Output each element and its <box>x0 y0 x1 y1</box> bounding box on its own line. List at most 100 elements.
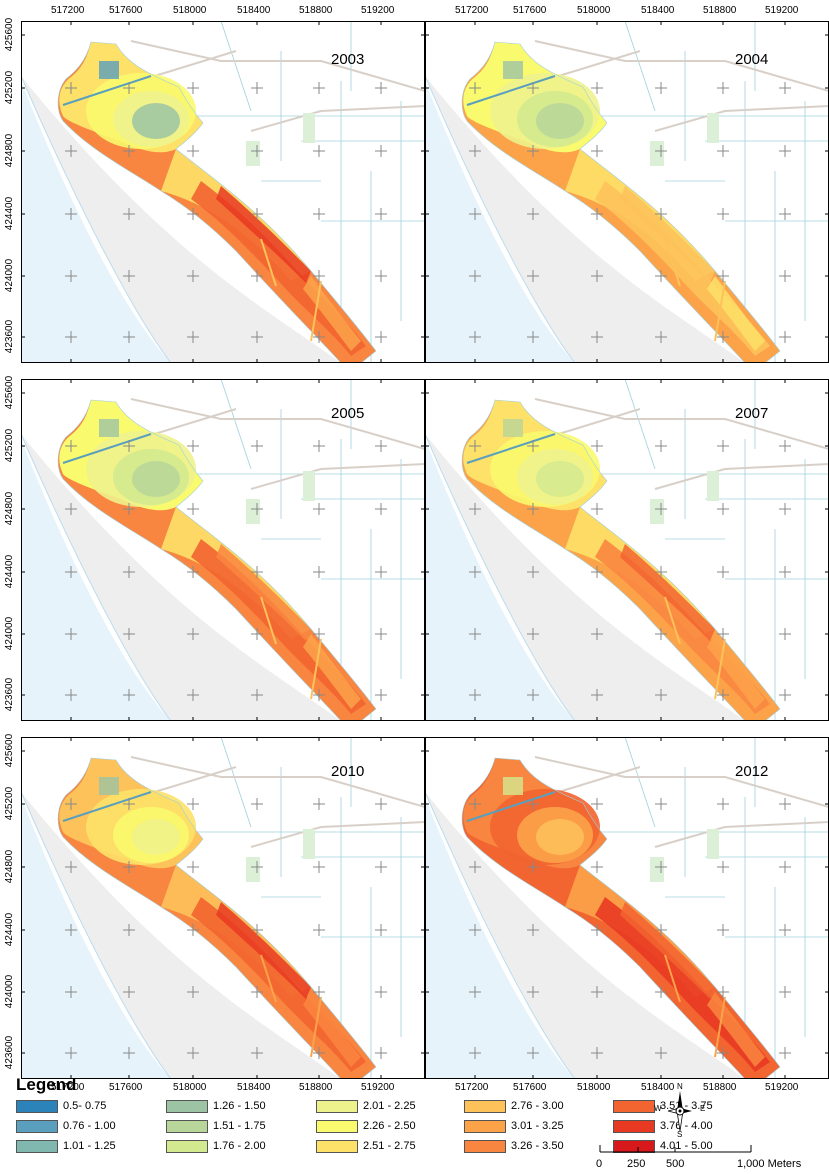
y-tick-label: 424400 <box>4 912 16 947</box>
y-tick-label: 425200 <box>4 786 16 821</box>
legend-item: 3.76 - 4.00 <box>613 1118 713 1134</box>
y-tick-label: 423600 <box>4 319 16 354</box>
legend-item: 1.26 - 1.50 <box>166 1098 266 1114</box>
compass-n: N <box>677 1082 683 1091</box>
x-tick-label: 517200 <box>51 5 85 16</box>
x-tick-label: 518000 <box>577 1082 611 1093</box>
map-panel: 2007 <box>425 379 829 721</box>
legend-label: 3.01 - 3.25 <box>511 1120 564 1132</box>
map-canvas <box>425 379 829 721</box>
map-canvas <box>21 21 425 363</box>
legend-item: 4.01 - 5.00 <box>613 1138 713 1154</box>
legend-label: 2.26 - 2.50 <box>363 1120 416 1132</box>
map-canvas <box>21 379 425 721</box>
legend-label: 0.76 - 1.00 <box>63 1120 116 1132</box>
x-tick-label: 518400 <box>237 5 271 16</box>
panel-year-label: 2012 <box>735 763 769 780</box>
legend-swatch <box>166 1119 208 1133</box>
legend-swatch <box>16 1139 58 1153</box>
y-tick-label: 423600 <box>4 1035 16 1070</box>
legend-label: 1.51 - 1.75 <box>213 1120 266 1132</box>
x-tick-label: 518800 <box>703 1082 737 1093</box>
legend-item: 3.51 - 3.75 <box>613 1098 713 1114</box>
panel-year-label: 2003 <box>331 51 365 68</box>
legend-item: 0.76 - 1.00 <box>16 1118 116 1134</box>
legend-swatch <box>464 1119 506 1133</box>
x-tick-label: 518400 <box>641 5 675 16</box>
legend-label: 1.01 - 1.25 <box>63 1140 116 1152</box>
y-tick-label: 424800 <box>4 849 16 884</box>
x-tick-label: 519200 <box>361 1082 395 1093</box>
x-tick-label: 517200 <box>455 5 489 16</box>
legend-label: 2.51 - 2.75 <box>363 1140 416 1152</box>
x-tick-label: 518000 <box>173 1082 207 1093</box>
legend-label: 4.01 - 5.00 <box>660 1140 713 1152</box>
legend-item: 2.76 - 3.00 <box>464 1098 564 1114</box>
legend-label: 3.76 - 4.00 <box>660 1120 713 1132</box>
legend-label: 1.76 - 2.00 <box>213 1140 266 1152</box>
legend-swatch <box>613 1119 655 1133</box>
x-tick-label: 517200 <box>455 1082 489 1093</box>
x-tick-label: 517600 <box>513 1082 547 1093</box>
x-tick-label: 517200 <box>51 1082 85 1093</box>
legend-label: 2.01 - 2.25 <box>363 1100 416 1112</box>
legend-swatch <box>166 1099 208 1113</box>
panel-year-label: 2010 <box>331 763 365 780</box>
legend-item: 0.5- 0.75 <box>16 1098 106 1114</box>
panel-year-label: 2004 <box>735 51 769 68</box>
panel-year-label: 2007 <box>735 405 769 422</box>
legend-item: 3.26 - 3.50 <box>464 1138 564 1154</box>
legend-swatch <box>316 1119 358 1133</box>
y-tick-label: 425600 <box>4 375 16 410</box>
panel-year-label: 2005 <box>331 405 365 422</box>
legend-item: 2.26 - 2.50 <box>316 1118 416 1134</box>
legend-swatch <box>613 1099 655 1113</box>
legend-swatch <box>166 1139 208 1153</box>
map-panel: 2012 <box>425 737 829 1079</box>
legend-item: 1.01 - 1.25 <box>16 1138 116 1154</box>
legend-item: 1.51 - 1.75 <box>166 1118 266 1134</box>
legend-swatch <box>464 1099 506 1113</box>
y-tick-label: 424800 <box>4 491 16 526</box>
legend-item: 1.76 - 2.00 <box>166 1138 266 1154</box>
scale-500: 500 <box>666 1158 685 1170</box>
legend-label: 1.26 - 1.50 <box>213 1100 266 1112</box>
y-tick-label: 424400 <box>4 196 16 231</box>
y-tick-label: 425200 <box>4 70 16 105</box>
y-tick-label: 424400 <box>4 554 16 589</box>
x-tick-label: 518400 <box>237 1082 271 1093</box>
map-panel: 2010 <box>21 737 425 1079</box>
legend-label: 0.5- 0.75 <box>63 1100 107 1112</box>
y-tick-label: 425600 <box>4 17 16 52</box>
legend-label: 3.51 - 3.75 <box>660 1100 713 1112</box>
legend-swatch <box>316 1139 358 1153</box>
x-tick-label: 517600 <box>513 5 547 16</box>
x-tick-label: 519200 <box>361 5 395 16</box>
y-tick-label: 423600 <box>4 677 16 712</box>
map-canvas <box>425 21 829 363</box>
map-panel: 2003 <box>21 21 425 363</box>
x-tick-label: 518800 <box>299 1082 333 1093</box>
x-tick-label: 518400 <box>641 1082 675 1093</box>
map-panel: 2005 <box>21 379 425 721</box>
compass-w: W <box>654 1104 662 1113</box>
map-canvas <box>21 737 425 1079</box>
y-tick-label: 424000 <box>4 616 16 651</box>
legend-label: 2.76 - 3.00 <box>511 1100 564 1112</box>
scale-bar <box>598 1141 758 1153</box>
legend-swatch <box>464 1139 506 1153</box>
y-tick-label: 424000 <box>4 258 16 293</box>
x-tick-label: 519200 <box>765 1082 799 1093</box>
scale-1000: 1,000 Meters <box>737 1158 802 1170</box>
scale-0: 0 <box>596 1158 603 1170</box>
x-tick-label: 517600 <box>109 5 143 16</box>
legend-item: 3.01 - 3.25 <box>464 1118 564 1134</box>
map-panel: 2004 <box>425 21 829 363</box>
x-tick-label: 518000 <box>173 5 207 16</box>
legend-swatch <box>16 1119 58 1133</box>
legend-item: 2.51 - 2.75 <box>316 1138 416 1154</box>
y-tick-label: 425200 <box>4 428 16 463</box>
north-arrow-icon <box>665 1085 695 1137</box>
x-tick-label: 518000 <box>577 5 611 16</box>
map-canvas <box>425 737 829 1079</box>
